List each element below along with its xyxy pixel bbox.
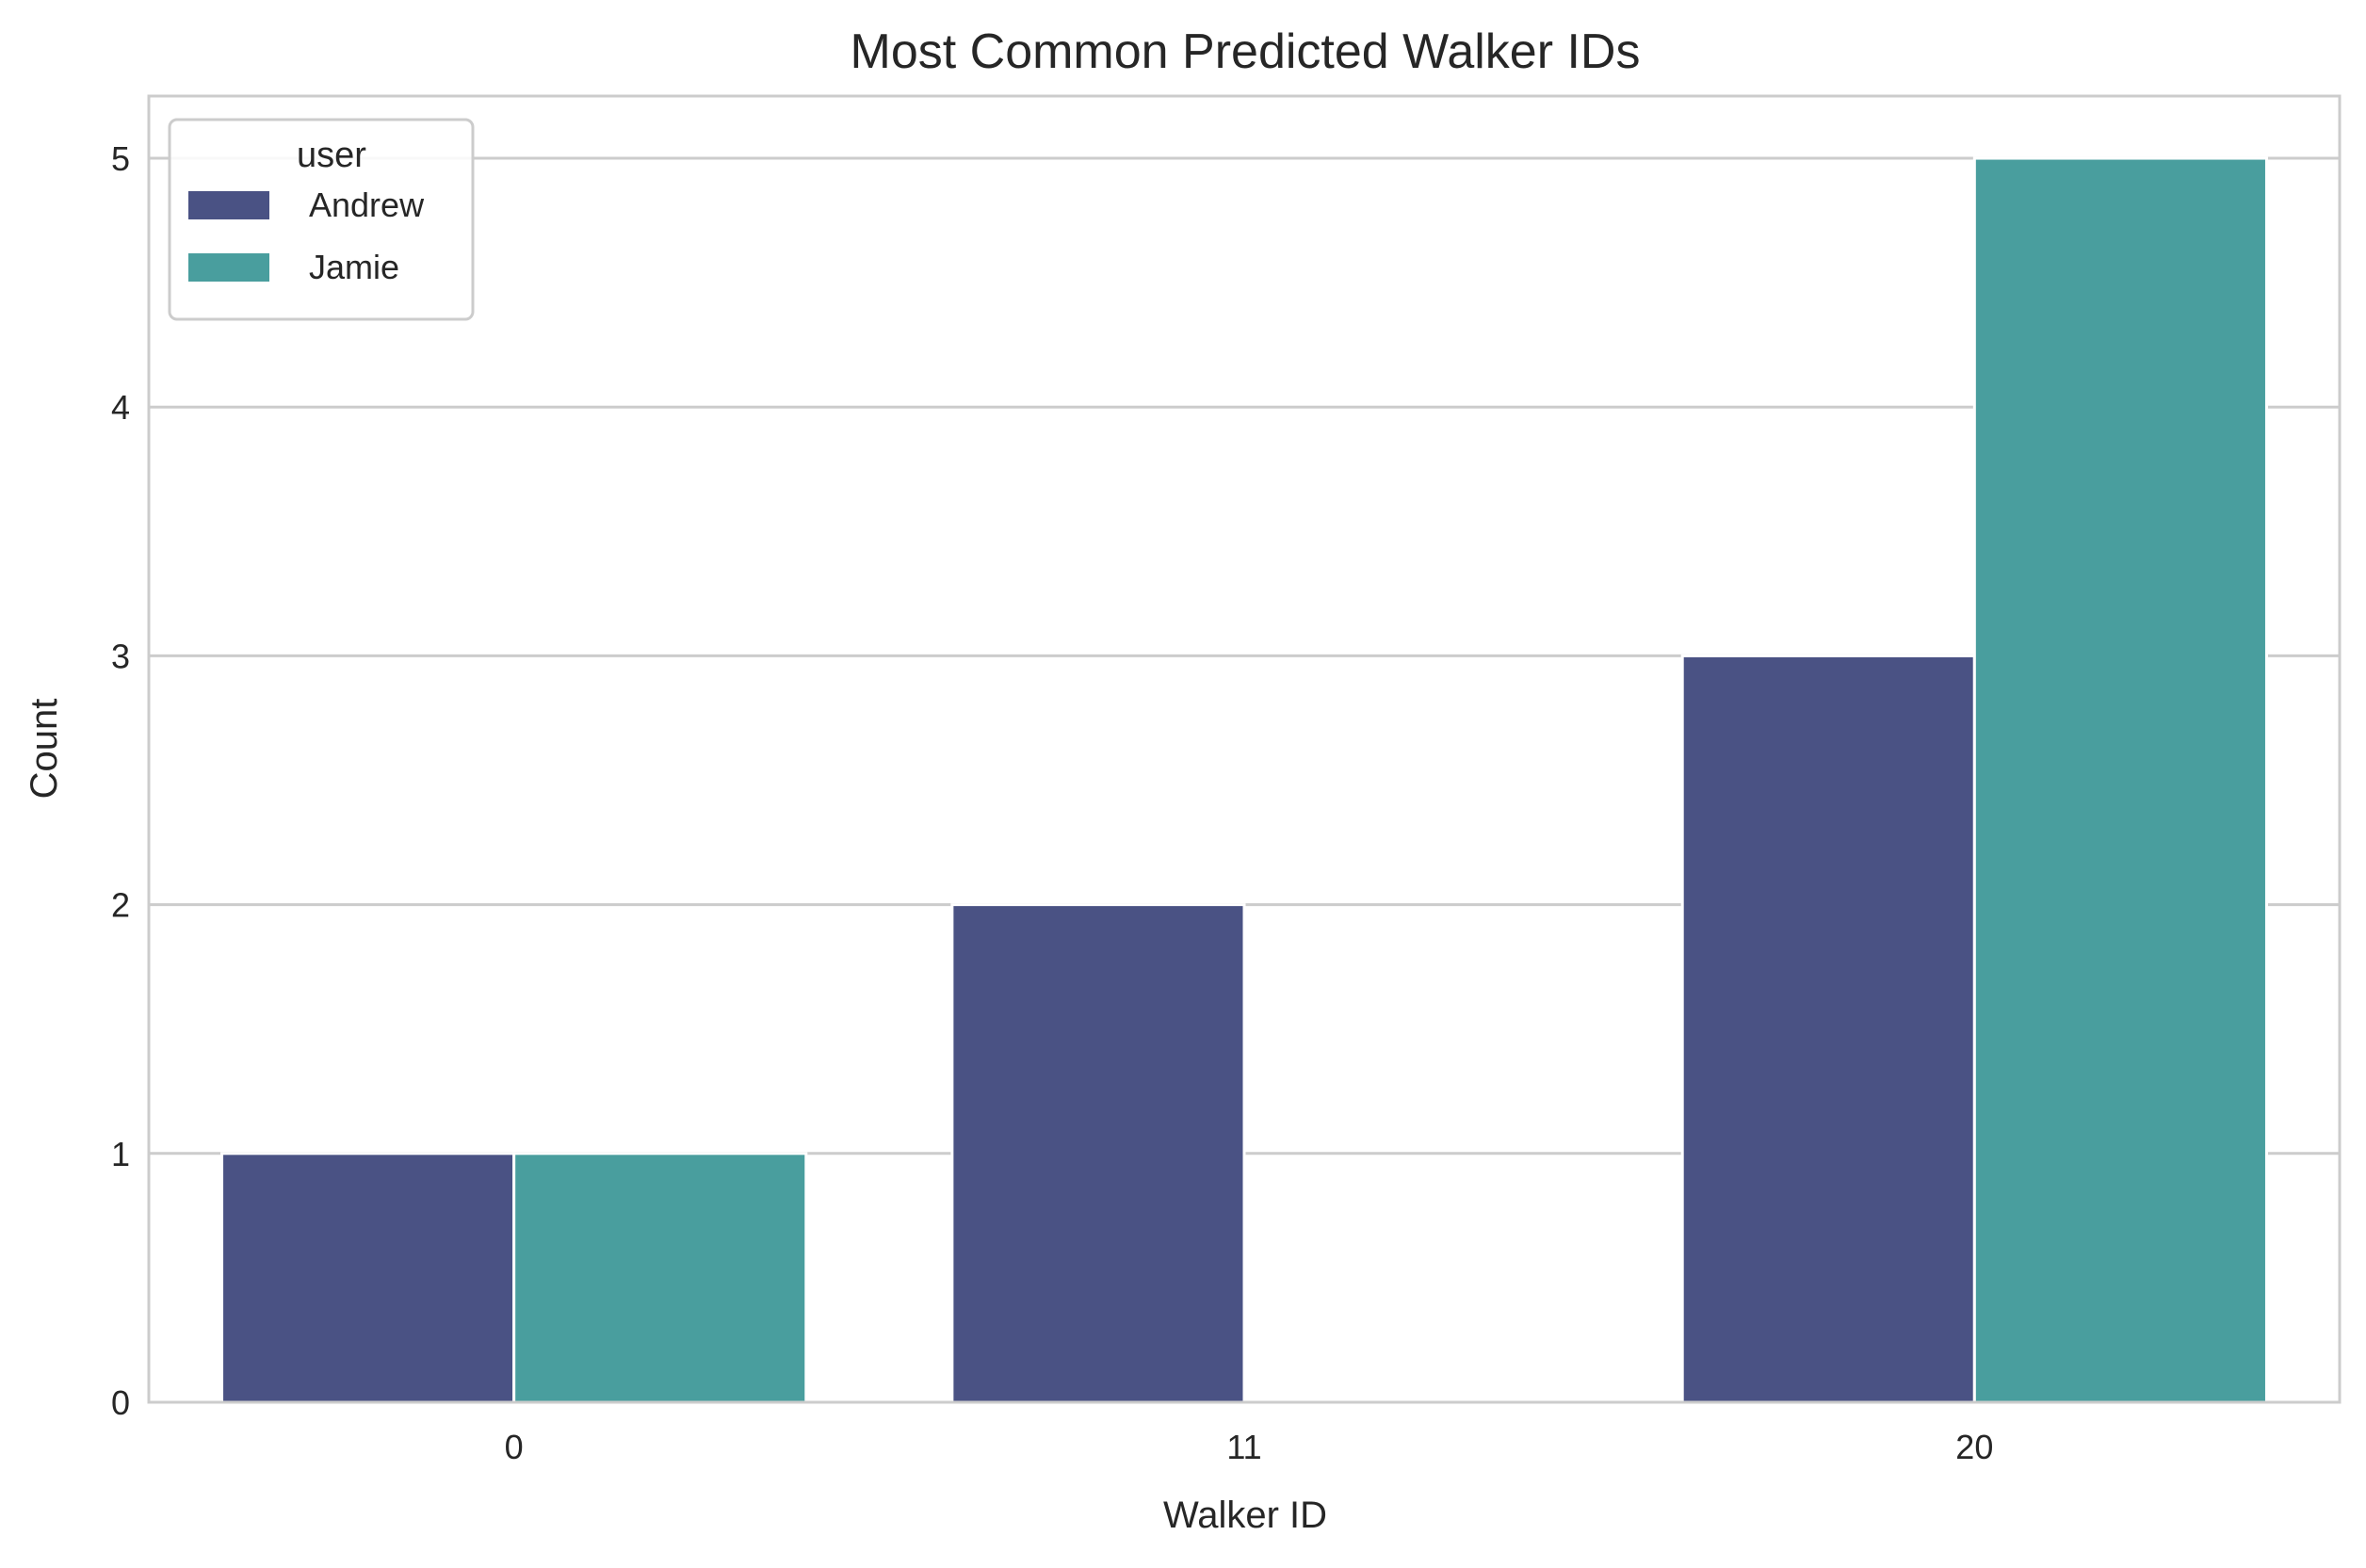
x-tick-label: 11 xyxy=(1226,1428,1261,1466)
y-tick-label: 2 xyxy=(111,886,130,925)
y-tick-label: 1 xyxy=(111,1135,130,1173)
y-tick-label: 4 xyxy=(111,388,130,427)
bar-jamie-0 xyxy=(512,1152,808,1404)
y-axis-ticks: 0 1 2 3 4 5 xyxy=(111,139,130,1422)
bar-andrew-20 xyxy=(1680,654,1976,1404)
bar-andrew-11 xyxy=(950,903,1246,1404)
chart-title: Most Common Predicted Walker IDs xyxy=(851,24,1641,79)
legend-label-jamie: Jamie xyxy=(309,248,399,286)
x-tick-label: 20 xyxy=(1955,1428,1993,1466)
y-axis-label: Count xyxy=(24,699,65,800)
y-tick-label: 0 xyxy=(111,1383,130,1422)
bar-jamie-20 xyxy=(1972,156,2268,1404)
plot-border xyxy=(147,94,2342,1404)
legend-title: user xyxy=(297,136,366,175)
legend-label-andrew: Andrew xyxy=(309,186,425,224)
x-tick-label: 0 xyxy=(505,1428,524,1466)
legend-swatch-jamie xyxy=(188,253,269,282)
legend-swatch-andrew xyxy=(188,191,269,219)
bar-andrew-0 xyxy=(220,1152,516,1404)
y-tick-label: 5 xyxy=(111,139,130,178)
legend: user Andrew Jamie xyxy=(168,118,475,321)
bars xyxy=(220,156,2268,1404)
y-tick-label: 3 xyxy=(111,637,130,675)
x-axis-label: Walker ID xyxy=(1163,1495,1327,1536)
x-axis-ticks: 0 11 20 xyxy=(505,1428,1994,1466)
